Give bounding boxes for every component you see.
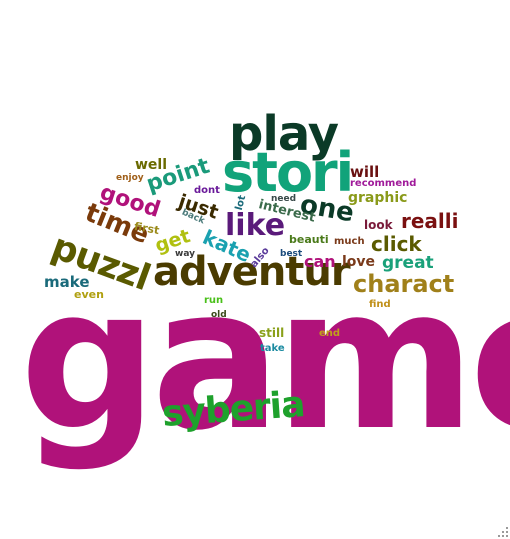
- word-beauti: beauti: [289, 233, 329, 246]
- word-make: make: [44, 273, 90, 291]
- word-syberia: syberia: [160, 384, 306, 435]
- word-stori: stori: [222, 141, 354, 204]
- word-old: old: [211, 310, 227, 320]
- word-enjoy: enjoy: [116, 173, 144, 183]
- word-charact: charact: [353, 270, 455, 298]
- resize-grip-icon[interactable]: [498, 527, 508, 537]
- word-like: like: [225, 208, 286, 243]
- word-well: well: [135, 157, 168, 173]
- word-great: great: [382, 253, 434, 273]
- word-will: will: [350, 163, 380, 181]
- word-look: look: [364, 218, 393, 232]
- word-still: still: [259, 326, 285, 340]
- word-way: way: [175, 249, 195, 259]
- word-recommend: recommend: [350, 178, 417, 189]
- word-need: need: [271, 194, 297, 204]
- word-best: best: [280, 249, 303, 259]
- word-adventur: adventur: [153, 249, 351, 295]
- word-click: click: [371, 232, 422, 256]
- word-even: even: [74, 288, 104, 301]
- word-game: game: [19, 246, 510, 474]
- word-take: take: [260, 343, 285, 354]
- word-realli: realli: [401, 209, 459, 233]
- word-play: play: [229, 106, 339, 162]
- word-find: find: [369, 299, 391, 310]
- word-much: much: [334, 236, 365, 247]
- word-dont: dont: [194, 185, 220, 196]
- word-graphic: graphic: [348, 190, 408, 206]
- word-run: run: [204, 295, 224, 306]
- word-love: love: [342, 254, 376, 270]
- word-end: end: [319, 328, 341, 339]
- word-can: can: [304, 252, 336, 271]
